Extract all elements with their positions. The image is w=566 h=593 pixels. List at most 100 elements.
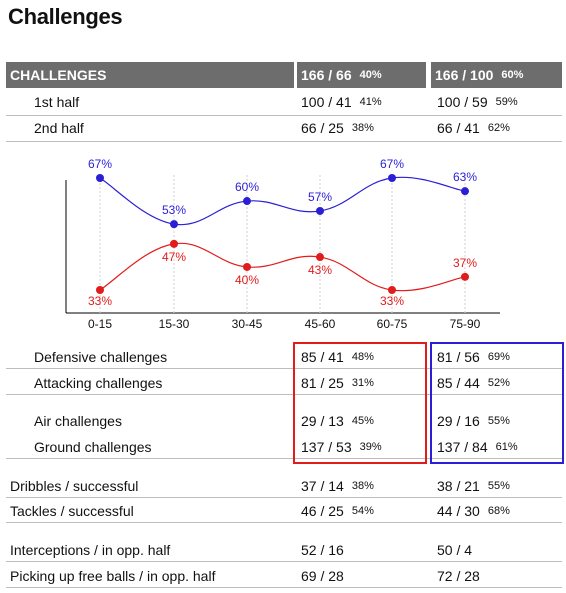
value-text: 81 / 25 [301, 375, 344, 391]
value-text: 85 / 41 [301, 349, 344, 365]
team1-total: 166 / 66 [301, 67, 352, 83]
value-pct: 55% [487, 415, 510, 427]
page-title: Challenges [8, 4, 123, 29]
data-label: 47% [162, 250, 186, 264]
team2-value: 72 / 28 [437, 563, 488, 589]
team2-total: 166 / 100 [435, 67, 494, 83]
team2-value: 137 / 84 61% [437, 434, 518, 460]
value-pct: 38% [351, 480, 374, 492]
divider [6, 522, 562, 523]
value-pct: 62% [487, 122, 510, 134]
value-text: 100 / 41 [301, 94, 352, 110]
detail-row-label: Picking up free balls / in opp. half [10, 568, 216, 584]
challenges-header: CHALLENGES [6, 62, 294, 88]
team2-value: 50 / 4 [437, 537, 480, 563]
data-point [170, 239, 178, 248]
detail-row-label: Tackles / successful [10, 503, 134, 519]
detail-row-label: Ground challenges [34, 439, 152, 455]
team1-value: 69 / 28 [301, 563, 352, 589]
team2-total-pct: 60% [501, 69, 524, 81]
divider [6, 394, 562, 395]
data-point [96, 174, 104, 182]
data-label: 53% [162, 203, 186, 217]
team1-total-pct: 40% [359, 69, 382, 81]
detail-row-label: Air challenges [34, 413, 122, 429]
divider [6, 587, 562, 588]
value-text: 38 / 21 [437, 478, 480, 494]
value-pct: 61% [495, 441, 518, 453]
data-label: 33% [380, 294, 404, 308]
team2-value: 85 / 44 52% [437, 370, 510, 396]
data-point [316, 253, 324, 262]
team2-value: 66 / 41 62% [437, 115, 510, 141]
half-row: 2nd half [34, 115, 84, 141]
value-pct: 48% [351, 351, 374, 363]
team1-value: 29 / 13 45% [301, 408, 374, 434]
divider [6, 458, 562, 459]
value-text: 52 / 16 [301, 542, 344, 558]
data-point [388, 174, 396, 182]
value-pct: 52% [487, 377, 510, 389]
team1-value: 37 / 14 38% [301, 473, 374, 499]
data-label: 40% [235, 273, 259, 287]
data-point [243, 262, 251, 271]
divider [6, 141, 562, 142]
value-pct: 55% [487, 480, 510, 492]
value-pct: 41% [359, 96, 382, 108]
row-label: 2nd half [34, 120, 84, 136]
value-pct: 45% [351, 415, 374, 427]
value-text: 46 / 25 [301, 503, 344, 519]
data-label: 67% [380, 157, 404, 171]
row-label: 1st half [34, 94, 80, 110]
divider [6, 497, 562, 498]
divider [6, 561, 562, 562]
detail-row-label: Dribbles / successful [10, 478, 139, 494]
value-text: 137 / 53 [301, 439, 352, 455]
team2-value: 81 / 56 69% [437, 344, 510, 370]
value-text: 44 / 30 [437, 503, 480, 519]
x-tick-label: 75-90 [450, 317, 481, 331]
team2-value: 44 / 30 68% [437, 498, 510, 524]
data-label: 63% [453, 170, 477, 184]
value-text: 69 / 28 [301, 568, 344, 584]
data-label: 43% [308, 263, 332, 277]
challenges-by-period-chart: 0-15 15-30 30-45 45-60 60-75 75-90 67% 53% 60% 57… [65, 157, 500, 331]
half-row: 1st half [34, 89, 79, 115]
value-text: 81 / 56 [437, 349, 480, 365]
data-point [388, 286, 396, 294]
team1-highlight-box [293, 342, 427, 464]
data-label: 37% [453, 256, 477, 270]
data-point [96, 286, 104, 294]
value-text: 29 / 16 [437, 413, 480, 429]
value-text: 66 / 41 [437, 120, 480, 136]
team1-value: 100 / 41 41% [301, 89, 382, 115]
value-text: 66 / 25 [301, 120, 344, 136]
detail-row-label: Defensive challenges [34, 349, 168, 365]
value-pct: 59% [495, 96, 518, 108]
header-label: CHALLENGES [10, 67, 107, 83]
value-text: 37 / 14 [301, 478, 344, 494]
value-text: 85 / 44 [437, 375, 480, 391]
team2-value: 38 / 21 55% [437, 473, 510, 499]
team1-header: 166 / 66 40% [297, 62, 426, 88]
team2-highlight-box [430, 342, 564, 464]
x-tick-label: 60-75 [377, 317, 408, 331]
series-line [99, 176, 466, 226]
data-label: 60% [235, 180, 259, 194]
value-pct: 68% [487, 505, 510, 517]
value-text: 137 / 84 [437, 439, 488, 455]
value-text: 29 / 13 [301, 413, 344, 429]
team1-value: 85 / 41 48% [301, 344, 374, 370]
detail-row-label: Interceptions / in opp. half [10, 542, 171, 558]
detail-row-label: Attacking challenges [34, 375, 163, 391]
team1-value: 137 / 53 39% [301, 434, 382, 460]
value-pct: 39% [359, 441, 382, 453]
team2-value: 29 / 16 55% [437, 408, 510, 434]
team1-value: 46 / 25 54% [301, 498, 374, 524]
value-text: 100 / 59 [437, 94, 488, 110]
team2-value: 100 / 59 59% [437, 89, 518, 115]
value-pct: 69% [487, 351, 510, 363]
team2-header: 166 / 100 60% [431, 62, 562, 88]
value-pct: 31% [351, 377, 374, 389]
data-point [243, 197, 251, 206]
